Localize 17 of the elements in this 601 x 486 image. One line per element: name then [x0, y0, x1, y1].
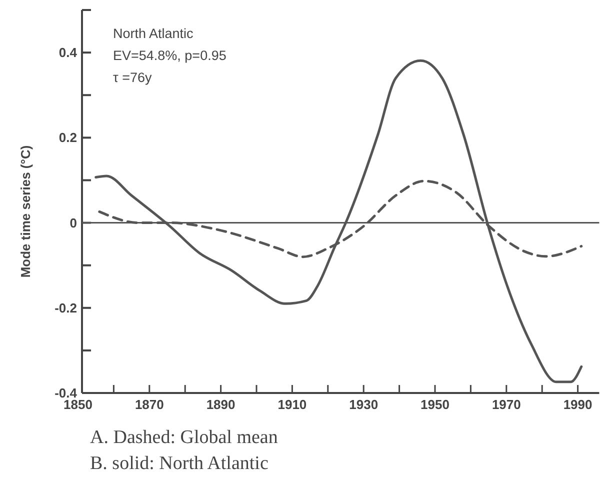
- x-tick-label: 1890: [206, 397, 236, 412]
- y-tick-label: 0: [70, 215, 77, 230]
- annotation: EV=54.8%, p=0.95: [113, 48, 226, 63]
- x-tick-label: 1970: [492, 397, 521, 412]
- text: B. solid: North Atlantic: [90, 453, 268, 474]
- annotation: τ =76y: [113, 70, 152, 85]
- y-tick-label: 0.2: [58, 130, 77, 146]
- x-tick-label: 1910: [278, 397, 307, 412]
- text: A. Dashed: Global mean: [90, 427, 278, 448]
- x-tick-label: 1870: [134, 397, 164, 412]
- y-tick-label: 0.4: [58, 45, 78, 60]
- x-tick-label: 1950: [420, 397, 450, 412]
- y-axis-title: Mode time series (°C): [18, 145, 33, 278]
- annotation: North Atlantic: [113, 26, 194, 41]
- y-tick-label: -0.2: [54, 300, 77, 316]
- x-tick-label: 1990: [563, 397, 592, 412]
- x-tick-label: 1930: [349, 397, 378, 412]
